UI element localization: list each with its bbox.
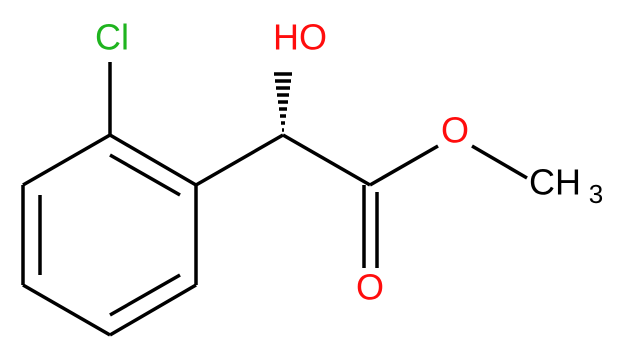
atom-label: CH xyxy=(529,162,581,203)
atom-label: Cl xyxy=(95,17,129,58)
bond xyxy=(22,133,111,187)
atom-label: O xyxy=(441,110,469,151)
atom-subscript: 3 xyxy=(589,179,603,209)
bond xyxy=(22,283,111,337)
atom-label: O xyxy=(356,267,384,308)
bond xyxy=(109,133,197,187)
atom-label: HO xyxy=(273,17,327,58)
hashed-wedge xyxy=(274,72,292,132)
bond xyxy=(471,144,528,180)
bond xyxy=(109,153,181,197)
bond xyxy=(282,133,371,187)
bond xyxy=(369,144,439,187)
bonds xyxy=(21,62,528,337)
bond xyxy=(109,283,197,337)
bond xyxy=(195,133,284,187)
bond xyxy=(109,273,181,317)
